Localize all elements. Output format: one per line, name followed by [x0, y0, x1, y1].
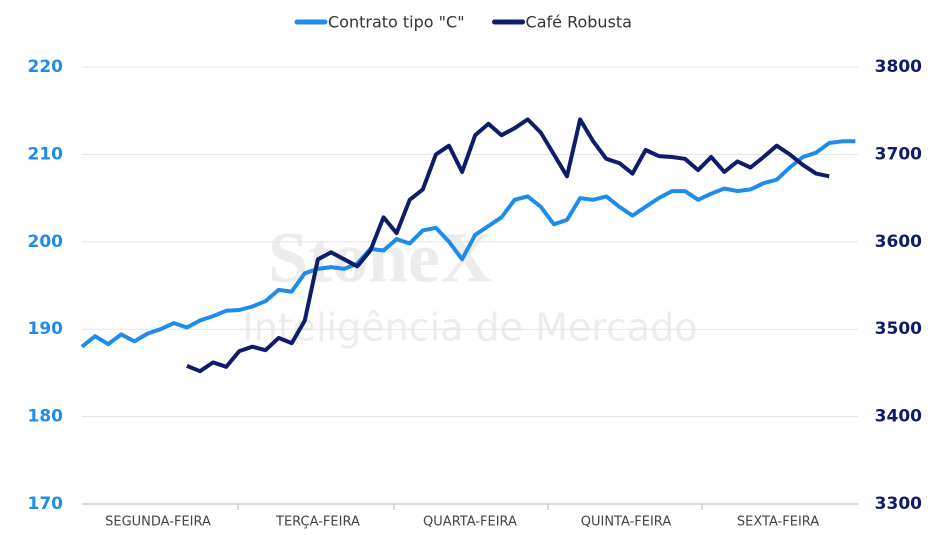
- y-tick-label: 170: [28, 494, 64, 514]
- legend-label: Café Robusta: [526, 13, 632, 32]
- y2-tick-label: 3700: [875, 144, 922, 164]
- y-tick-label: 200: [28, 232, 64, 252]
- watermark-subtitle: Inteligência de Mercado: [242, 306, 697, 350]
- y2-tick-label: 3600: [875, 232, 922, 252]
- y-tick-label: 220: [28, 57, 64, 77]
- x-tick-label: SEXTA-FEIRA: [737, 515, 819, 530]
- y-tick-label: 180: [28, 407, 64, 427]
- line-series: [186, 117, 830, 374]
- y-tick-label: 210: [28, 144, 64, 164]
- y2-tick-label: 3400: [875, 407, 922, 427]
- y2-tick-label: 3800: [875, 57, 922, 77]
- x-tick-label: SEGUNDA-FEIRA: [105, 515, 211, 530]
- x-tick-label: QUARTA-FEIRA: [423, 515, 517, 530]
- x-tick-label: QUINTA-FEIRA: [581, 515, 672, 530]
- legend-label: Contrato tipo "C": [328, 13, 465, 32]
- y2-tick-label: 3500: [875, 319, 922, 339]
- line-series: [80, 139, 856, 349]
- x-tick-label: TERÇA-FEIRA: [275, 515, 360, 530]
- y2-tick-label: 3300: [875, 494, 922, 514]
- y-tick-label: 190: [28, 319, 64, 339]
